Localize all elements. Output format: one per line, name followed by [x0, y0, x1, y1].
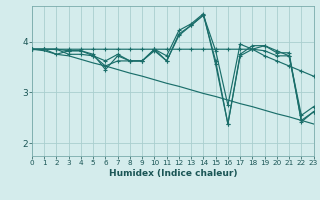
X-axis label: Humidex (Indice chaleur): Humidex (Indice chaleur): [108, 169, 237, 178]
